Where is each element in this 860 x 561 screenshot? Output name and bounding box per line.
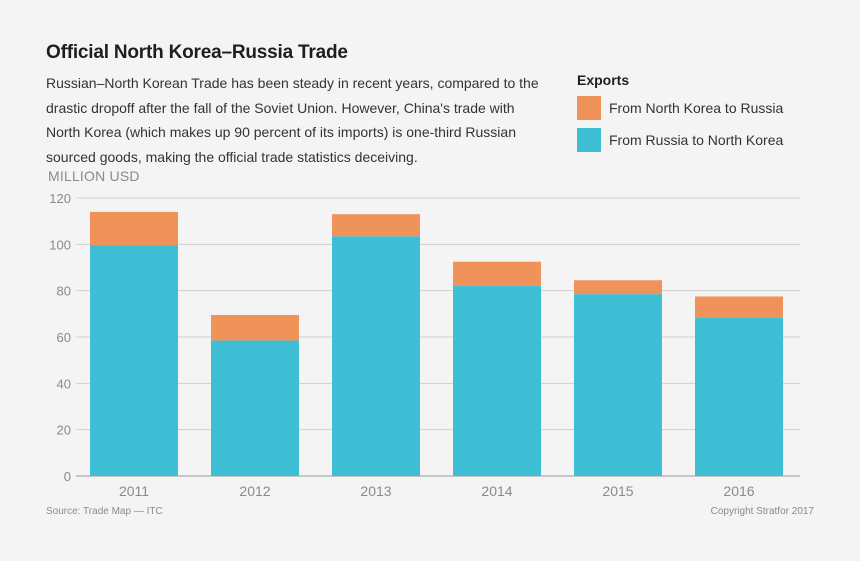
y-tick-label-0: 0 xyxy=(64,469,71,484)
bar-2014-nk-to-russia xyxy=(453,261,541,287)
legend-label-russia-to-nk: From Russia to North Korea xyxy=(609,132,784,148)
y-tick-label-40: 40 xyxy=(57,376,71,391)
y-tick-label-120: 120 xyxy=(49,191,71,206)
bar-2015-russia-to-nk xyxy=(574,294,662,476)
source-note: Source: Trade Map — ITC xyxy=(46,506,163,517)
y-tick-label-80: 80 xyxy=(57,284,71,299)
x-tick-label-2016: 2016 xyxy=(723,483,754,499)
grid: 0 20 40 60 80 100 120 xyxy=(49,191,800,484)
legend-label-nk-to-russia: From North Korea to Russia xyxy=(609,100,784,116)
bar-2015-nk-to-russia xyxy=(574,280,662,295)
bar-2011-nk-to-russia xyxy=(90,211,178,246)
y-tick-label-20: 20 xyxy=(57,423,71,438)
bar-2016-russia-to-nk xyxy=(695,317,783,476)
chart-description: Russian–North Korean Trade has been stea… xyxy=(46,75,539,165)
bar-2016-nk-to-russia xyxy=(695,296,783,318)
y-axis-label: MILLION USD xyxy=(48,168,140,184)
bar-2014-russia-to-nk xyxy=(453,286,541,476)
y-tick-label-60: 60 xyxy=(57,330,71,345)
x-tick-label-2013: 2013 xyxy=(360,483,391,499)
bar-2013-russia-to-nk xyxy=(332,236,420,476)
legend-item-russia-to-nk: From Russia to North Korea xyxy=(577,128,783,152)
legend-item-nk-to-russia: From North Korea to Russia xyxy=(577,96,783,120)
x-tick-labels: 2011 2012 2013 2014 2015 2016 xyxy=(119,483,755,499)
legend: Exports From North Korea to Russia From … xyxy=(577,72,783,160)
x-tick-label-2012: 2012 xyxy=(239,483,270,499)
bar-2012-nk-to-russia xyxy=(211,314,299,341)
y-tick-label-100: 100 xyxy=(49,237,71,252)
bar-2012-russia-to-nk xyxy=(211,340,299,476)
bars xyxy=(90,211,783,476)
copyright-note: Copyright Stratfor 2017 xyxy=(710,506,814,517)
x-tick-label-2011: 2011 xyxy=(119,483,149,499)
bar-2013-nk-to-russia xyxy=(332,214,420,237)
chart-title: Official North Korea–Russia Trade xyxy=(46,42,348,63)
bar-2011-russia-to-nk xyxy=(90,245,178,476)
x-tick-label-2015: 2015 xyxy=(602,483,633,499)
x-tick-label-2014: 2014 xyxy=(481,483,512,499)
legend-swatch-russia-to-nk xyxy=(577,128,601,152)
legend-swatch-nk-to-russia xyxy=(577,96,601,120)
legend-title: Exports xyxy=(577,72,630,88)
